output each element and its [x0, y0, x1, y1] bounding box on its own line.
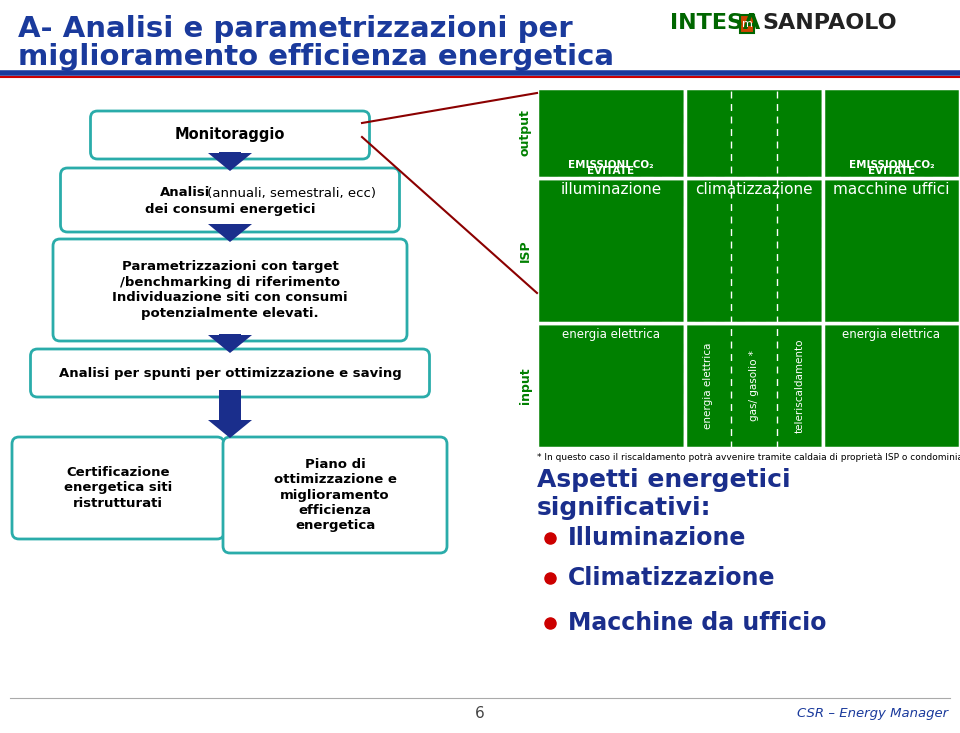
Text: Piano di
ottimizzazione e
miglioramento
efficienza
energetica: Piano di ottimizzazione e miglioramento … — [274, 457, 396, 532]
Text: significativi:: significativi: — [537, 496, 711, 520]
Text: EMISSIONI CO₂: EMISSIONI CO₂ — [568, 160, 654, 170]
Text: m: m — [741, 19, 753, 29]
Text: Aspetti energetici: Aspetti energetici — [537, 468, 791, 492]
Bar — [537, 178, 685, 323]
Text: Analisi: Analisi — [160, 186, 210, 199]
Text: (annuali, semestrali, ecc): (annuali, semestrali, ecc) — [203, 186, 376, 199]
Bar — [219, 334, 241, 335]
Text: output: output — [519, 109, 532, 156]
Text: gas/ gasolio *: gas/ gasolio * — [749, 350, 759, 421]
Text: input: input — [519, 367, 532, 404]
Bar — [537, 323, 685, 448]
Bar — [537, 88, 685, 178]
Bar — [685, 323, 823, 448]
Bar — [685, 88, 823, 178]
Bar — [823, 178, 960, 323]
Bar — [219, 224, 241, 225]
Text: dei consumi energetici: dei consumi energetici — [145, 204, 315, 216]
Polygon shape — [208, 335, 252, 353]
Bar — [219, 152, 241, 153]
Text: energia elettrica: energia elettrica — [562, 328, 660, 341]
Polygon shape — [208, 153, 252, 171]
FancyBboxPatch shape — [12, 437, 224, 539]
FancyBboxPatch shape — [90, 111, 370, 159]
Text: energia elettrica: energia elettrica — [703, 342, 713, 429]
FancyBboxPatch shape — [223, 437, 447, 553]
FancyBboxPatch shape — [60, 168, 399, 232]
Text: SANPAOLO: SANPAOLO — [762, 13, 897, 33]
Text: A- Analisi e parametrizzazioni per: A- Analisi e parametrizzazioni per — [18, 15, 572, 43]
Text: teleriscaldamento: teleriscaldamento — [795, 338, 805, 432]
Text: Climatizzazione: Climatizzazione — [568, 566, 776, 590]
Text: CSR – Energy Manager: CSR – Energy Manager — [797, 707, 948, 721]
Text: energia elettrica: energia elettrica — [843, 328, 941, 341]
Text: INTESA: INTESA — [670, 13, 760, 33]
Bar — [685, 178, 823, 323]
Text: Certificazione
energetica siti
ristrutturati: Certificazione energetica siti ristruttu… — [64, 466, 172, 510]
FancyBboxPatch shape — [31, 349, 429, 397]
Text: EVITATE: EVITATE — [588, 166, 635, 176]
Text: miglioramento efficienza energetica: miglioramento efficienza energetica — [18, 43, 614, 71]
Text: Illuminazione: Illuminazione — [568, 526, 746, 550]
Text: EVITATE: EVITATE — [868, 166, 915, 176]
Text: EMISSIONI CO₂: EMISSIONI CO₂ — [849, 160, 934, 170]
FancyBboxPatch shape — [740, 15, 754, 33]
Polygon shape — [208, 420, 252, 438]
Text: Monitoraggio: Monitoraggio — [175, 128, 285, 142]
Bar — [219, 390, 241, 420]
Text: Macchine da ufficio: Macchine da ufficio — [568, 611, 827, 635]
Text: illuminazione: illuminazione — [561, 182, 661, 197]
Text: Analisi per spunti per ottimizzazione e saving: Analisi per spunti per ottimizzazione e … — [59, 366, 401, 380]
Text: 6: 6 — [475, 707, 485, 721]
Bar — [823, 88, 960, 178]
Text: ISP: ISP — [519, 239, 532, 262]
Bar — [823, 323, 960, 448]
FancyBboxPatch shape — [53, 239, 407, 341]
Text: climatizzazione: climatizzazione — [695, 182, 813, 197]
Polygon shape — [208, 224, 252, 242]
Text: Parametrizzazioni con target
/benchmarking di riferimento
Individuazione siti co: Parametrizzazioni con target /benchmarki… — [112, 260, 348, 320]
Text: * In questo caso il riscaldamento potrà avvenire tramite caldaia di proprietà IS: * In questo caso il riscaldamento potrà … — [537, 453, 960, 462]
Text: macchine uffici: macchine uffici — [833, 182, 949, 197]
